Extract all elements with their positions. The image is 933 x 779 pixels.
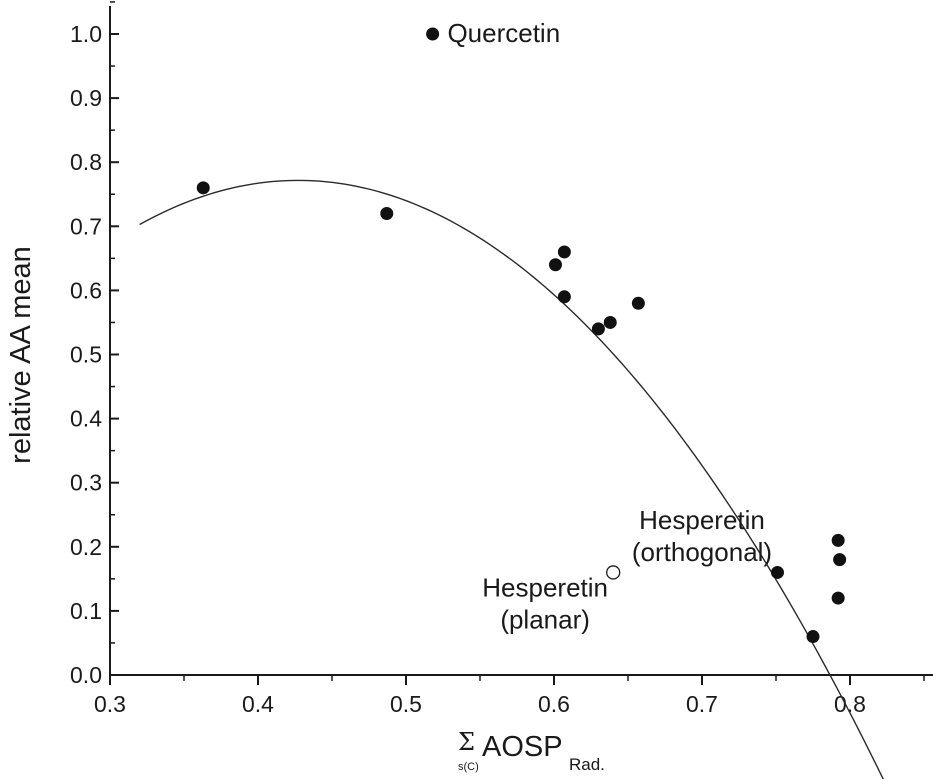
data-point (831, 533, 845, 547)
x-axis-label-sub: Rad. (569, 755, 605, 774)
data-point (631, 296, 645, 310)
open-data-point (606, 565, 621, 580)
y-tick-label: 0.7 (70, 213, 102, 239)
x-tick-label: 0.5 (390, 691, 422, 717)
x-axis-label: Σ s(C) AOSP Rad. (458, 728, 605, 774)
data-points (196, 27, 847, 644)
fit-curve-layer (139, 179, 884, 779)
annotation-line: (orthogonal) (632, 537, 772, 567)
annotation-line: (planar) (500, 604, 590, 634)
x-tick-label: 0.3 (94, 691, 126, 717)
x-axis-label-sigma-sub: s(C) (458, 761, 479, 773)
data-point (196, 181, 210, 195)
fit-curve (139, 179, 884, 779)
y-tick-label: 0.9 (70, 85, 102, 111)
data-point (806, 630, 820, 644)
y-tick-label: 0.2 (70, 534, 102, 560)
data-point (426, 27, 440, 41)
data-point (380, 206, 394, 220)
annotation-line: Hesperetin (639, 505, 765, 535)
y-tick-label: 0.8 (70, 149, 102, 175)
annotation-label: Hesperetin (planar) (482, 572, 608, 634)
data-point (831, 591, 845, 605)
data-point (833, 553, 847, 567)
y-tick-label: 0.5 (70, 342, 102, 368)
axes: 0.0 0.1 0.2 0.3 0.4 0.5 0.6 0.7 0.8 0.9 1.0 0.3 0.4 0… (70, 1, 933, 717)
y-tick-label: 0.0 (70, 662, 102, 688)
data-point (548, 258, 562, 272)
y-tick-label: 0.1 (70, 598, 102, 624)
x-tick-label: 0.6 (538, 691, 570, 717)
y-axis-label: relative AA mean (5, 246, 37, 464)
annotation-label: Hesperetin (orthogonal) (632, 505, 772, 567)
x-axis-label-main: AOSP (482, 731, 563, 763)
x-axis-label-sigma: Σ (458, 728, 475, 756)
x-tick-label: 0.4 (242, 691, 274, 717)
y-tick-label: 0.4 (70, 406, 102, 432)
y-tick-label: 0.6 (70, 277, 102, 303)
data-point (557, 290, 571, 304)
annotation-line: Quercetin (447, 18, 560, 48)
data-point (557, 245, 571, 259)
y-tick-label: 0.3 (70, 470, 102, 496)
data-point (591, 322, 605, 336)
y-tick-label: 1.0 (70, 21, 102, 47)
annotation-label: Quercetin (447, 18, 560, 48)
x-tick-label: 0.7 (686, 691, 718, 717)
annotation-line: Hesperetin (482, 572, 608, 602)
data-point (770, 565, 784, 579)
data-point (603, 315, 617, 329)
